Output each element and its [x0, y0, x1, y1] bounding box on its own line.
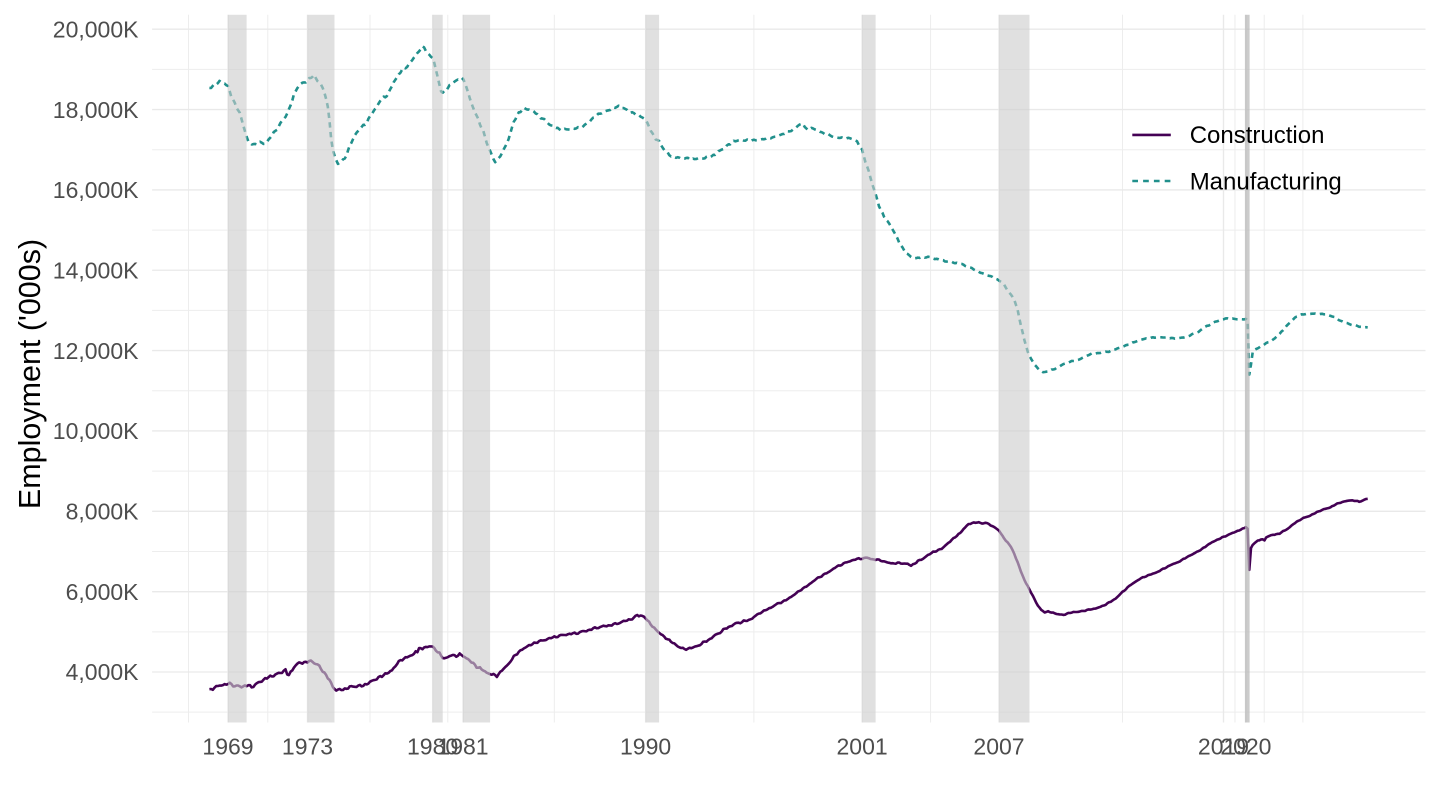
svg-text:2007: 2007 — [973, 734, 1024, 760]
svg-text:2001: 2001 — [837, 734, 888, 760]
svg-text:18,000K: 18,000K — [53, 97, 139, 123]
svg-text:20,000K: 20,000K — [53, 16, 139, 42]
svg-text:Manufacturing: Manufacturing — [1190, 168, 1342, 195]
svg-text:1990: 1990 — [620, 734, 671, 760]
svg-text:12,000K: 12,000K — [53, 338, 139, 364]
svg-text:1973: 1973 — [282, 734, 333, 760]
svg-text:1969: 1969 — [202, 734, 253, 760]
svg-text:4,000K: 4,000K — [66, 659, 140, 685]
svg-text:10,000K: 10,000K — [53, 418, 139, 444]
svg-text:2019: 2019 — [1198, 734, 1249, 760]
svg-text:1980: 1980 — [407, 734, 458, 760]
svg-text:6,000K: 6,000K — [66, 579, 140, 605]
svg-text:2020: 2020 — [1220, 734, 1271, 760]
svg-text:1981: 1981 — [437, 734, 488, 760]
svg-text:Employment ('000s): Employment ('000s) — [13, 239, 47, 509]
svg-text:8,000K: 8,000K — [66, 499, 140, 525]
svg-text:16,000K: 16,000K — [53, 177, 139, 203]
svg-text:14,000K: 14,000K — [53, 257, 139, 283]
svg-text:Construction: Construction — [1190, 122, 1325, 149]
